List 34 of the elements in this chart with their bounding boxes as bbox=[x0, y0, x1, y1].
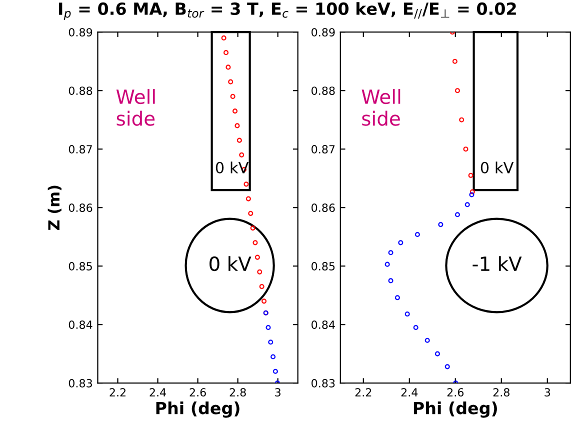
y-tick-label: 0.86 bbox=[312, 204, 335, 212]
x-axis-title: Phi (deg) bbox=[414, 401, 497, 418]
y-tick-label: 0.83 bbox=[312, 379, 335, 388]
y-tick-label: 0.85 bbox=[68, 262, 92, 270]
annotation: Well side bbox=[116, 89, 155, 126]
x-tick-label: 3 bbox=[275, 388, 280, 397]
y-tick-label: 0.88 bbox=[312, 86, 335, 95]
x-tick-label: 2.4 bbox=[401, 388, 418, 396]
annotation: 0 kV bbox=[210, 256, 252, 272]
y-tick-label: 0.84 bbox=[68, 320, 92, 329]
y-tick-label: 0.84 bbox=[312, 320, 335, 329]
x-tick-label: 2.2 bbox=[110, 388, 126, 396]
annotation: Well side bbox=[362, 89, 400, 126]
y-tick-label: 0.83 bbox=[68, 379, 92, 388]
annotation: 0 kV bbox=[216, 162, 249, 174]
x-tick-label: 2.2 bbox=[355, 388, 372, 396]
annotation: -1 kV bbox=[472, 256, 522, 271]
x-tick-label: 2.6 bbox=[190, 388, 206, 397]
y-tick-label: 0.86 bbox=[68, 204, 92, 212]
y-axis-title: Z (m) bbox=[48, 186, 62, 230]
y-tick-label: 0.89 bbox=[68, 28, 92, 36]
y-tick-label: 0.87 bbox=[312, 145, 335, 154]
chart-title: I$_{p}$ = 0.6 MA, B$_{tor}$ = 3 T, E$_{c}$ = 100 keV, E$_{//}$/E$_{⊥}$ = 0.02 bbox=[59, 2, 516, 20]
y-tick-label: 0.85 bbox=[312, 262, 335, 270]
y-tick-label: 0.88 bbox=[68, 86, 92, 95]
annotation: 0 kV bbox=[480, 162, 514, 174]
y-tick-label: 0.89 bbox=[312, 28, 335, 36]
y-tick-label: 0.87 bbox=[68, 145, 92, 154]
x-axis-title: Phi (deg) bbox=[156, 401, 240, 418]
x-tick-label: 2.8 bbox=[230, 388, 246, 397]
x-tick-label: 3 bbox=[544, 388, 550, 397]
x-tick-label: 2.4 bbox=[150, 388, 166, 396]
x-tick-label: 2.6 bbox=[447, 388, 464, 397]
x-tick-label: 2.8 bbox=[493, 388, 510, 397]
